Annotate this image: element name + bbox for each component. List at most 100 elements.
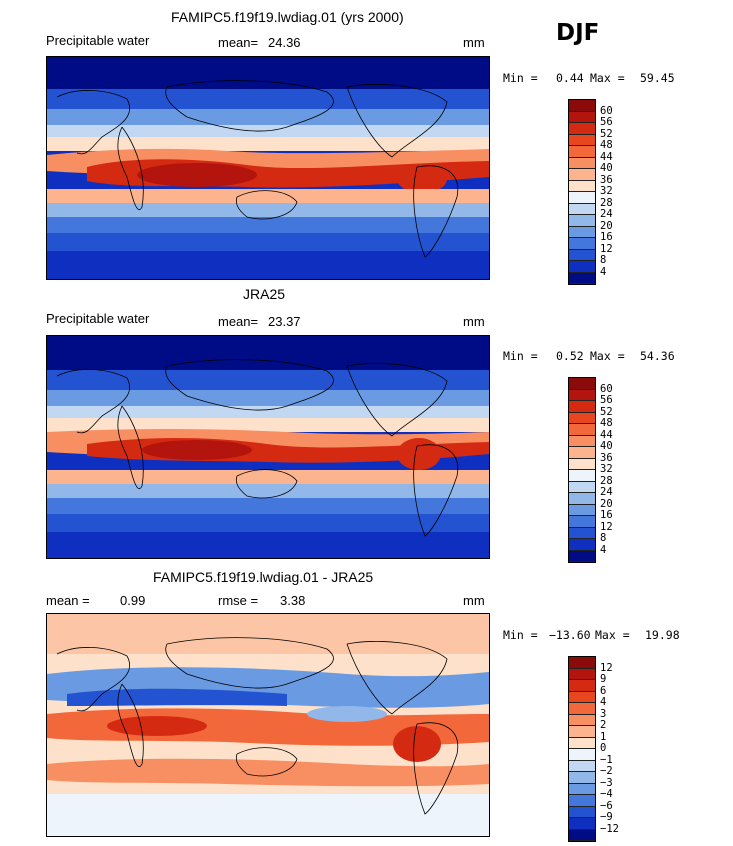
panel-1-colorbar-swatch [569,192,595,204]
panel-2-colorbar-swatch [569,401,595,413]
panel-3-colorbar-swatch [569,726,595,738]
panel-1-colorbar-swatch [569,134,595,146]
panel-1-colorbar-swatch [569,261,595,273]
panel-2-map [46,335,490,559]
panel-1-colorbar-tick-label: 44 [600,150,613,163]
panel-3-mean-value: 0.99 [120,593,146,608]
panel-3-colorbar-swatch [569,691,595,703]
panel-2-variable: Precipitable water [46,311,150,326]
panel-1-colorbar-swatch [569,238,595,250]
panel-2-colorbar-swatch [569,539,595,551]
panel-1-colorbar-swatch [569,123,595,135]
panel-2-colorbar-swatch [569,516,595,528]
panel-2-colorbar-tick-label: 24 [600,486,613,498]
panel-1-variable: Precipitable water [46,33,150,48]
panel-3-colorbar-tick-label: 3 [600,707,607,720]
panel-2-colorbar-tick-label: 16 [600,509,613,521]
panel-3-max-value: 19.98 [645,628,680,642]
panel-2-colorbar [568,377,596,563]
panel-3-colorbar-swatch [569,680,595,692]
panel-3-min-label: Min = [503,628,538,642]
panel-3-colorbar-swatch [569,703,595,715]
panel-3-colorbar-swatch [569,668,595,680]
panel-3-colorbar-tick-label: 0 [600,742,607,754]
panel-2-colorbar-swatch [569,470,595,482]
panel-1-colorbar-tick-label: 48 [600,139,613,151]
panel-2-mean-value: 23.37 [268,314,301,329]
panel-1-colorbar-tick-label: 60 [600,104,613,117]
panel-3-colorbar-tick-label: 6 [600,684,607,697]
panel-2-mean-label: mean= [218,314,259,329]
panel-3-colorbar-tick-label: −4 [600,788,613,800]
panel-2-colorbar-swatch [569,447,595,459]
panel-3-max-label: Max = [595,628,630,642]
panel-1-colorbar-tick-label: 8 [600,254,607,266]
panel-1-colorbar-swatch [569,169,595,181]
panel-1-colorbar-tick-label: 12 [600,242,613,255]
panel-2-colorbar-tick-label: 28 [600,474,613,487]
panel-2-field [47,336,489,558]
panel-3-colorbar-tick-label: 2 [600,719,607,731]
panel-1-colorbar-tick-label: 56 [600,116,613,128]
panel-3-colorbar-tick-label: 9 [600,673,607,685]
panel-2-colorbar-tick-label: 44 [600,428,613,441]
panel-1-colorbar-tick-label: 32 [600,185,613,197]
panel-3-field [47,614,489,836]
panel-1-colorbar-swatch [569,215,595,227]
panel-1-max-label: Max = [590,71,625,85]
panel-1-colorbar-tick-label: 40 [600,162,613,174]
panel-2-max-value: 54.36 [640,349,675,363]
panel-3-colorbar-swatch [569,749,595,761]
panel-1-mean-value: 24.36 [268,35,301,50]
panel-1-colorbar-tick-label: 4 [600,265,607,278]
panel-3-colorbar-swatch [569,795,595,807]
panel-1-title: FAMIPC5.f19f19.lwdiag.01 (yrs 2000) [171,9,404,25]
panel-1-colorbar [568,99,596,285]
panel-2-colorbar-tick-label: 12 [600,520,613,533]
panel-1-colorbar-swatch [569,157,595,169]
panel-2-min-label: Min = [503,349,538,363]
panel-2-colorbar-tick-label: 40 [600,440,613,452]
panel-1-colorbar-tick-label: 52 [600,127,613,140]
panel-3-colorbar-tick-label: −12 [600,822,619,835]
panel-2-colorbar-swatch [569,481,595,493]
panel-3-colorbar [568,656,596,842]
panel-2-colorbar-tick-label: 48 [600,417,613,429]
panel-3-colorbar-swatch [569,737,595,749]
panel-1-map [46,56,490,280]
panel-3-colorbar-swatch [569,760,595,772]
panel-1-colorbar-swatch [569,226,595,238]
panel-3-colorbar-tick-label: −6 [600,799,613,812]
panel-1-min-label: Min = [503,71,538,85]
panel-1-colorbar-tick-label: 20 [600,219,613,232]
panel-3-colorbar-swatch [569,783,595,795]
panel-2-colorbar-swatch [569,435,595,447]
panel-1-colorbar-tick-label: 16 [600,231,613,243]
panel-3-colorbar-tick-label: 12 [600,661,613,674]
panel-1-colorbar-tick-label: 36 [600,173,613,186]
panel-3-colorbar-tick-label: 4 [600,696,607,708]
panel-3-colorbar-swatch [569,829,595,841]
panel-3-mean-label: mean = [46,593,90,608]
season-label: DJF [556,20,600,46]
panel-1-colorbar-swatch [569,249,595,261]
panel-2-colorbar-swatch [569,424,595,436]
panel-1-colorbar-swatch [569,146,595,158]
panel-2-colorbar-swatch [569,527,595,539]
panel-2-colorbar-tick-label: 20 [600,497,613,510]
panel-3-units: mm [463,593,485,608]
panel-1-colorbar-swatch [569,203,595,215]
panel-2-colorbar-tick-label: 52 [600,405,613,418]
panel-2-colorbar-swatch [569,389,595,401]
panel-3-rmse-value: 3.38 [280,593,306,608]
panel-3-rmse-label: rmse = [218,593,259,608]
panel-3-min-value: −13.60 [549,628,591,642]
panel-2-colorbar-swatch [569,458,595,470]
panel-2-colorbar-swatch [569,550,595,562]
panel-1-colorbar-tick-label: 24 [600,208,613,220]
panel-2-colorbar-tick-label: 36 [600,451,613,464]
panel-2-colorbar-swatch [569,493,595,505]
panel-2-colorbar-tick-label: 32 [600,463,613,475]
panel-1-colorbar-swatch [569,272,595,284]
panel-2-title: JRA25 [243,286,286,302]
